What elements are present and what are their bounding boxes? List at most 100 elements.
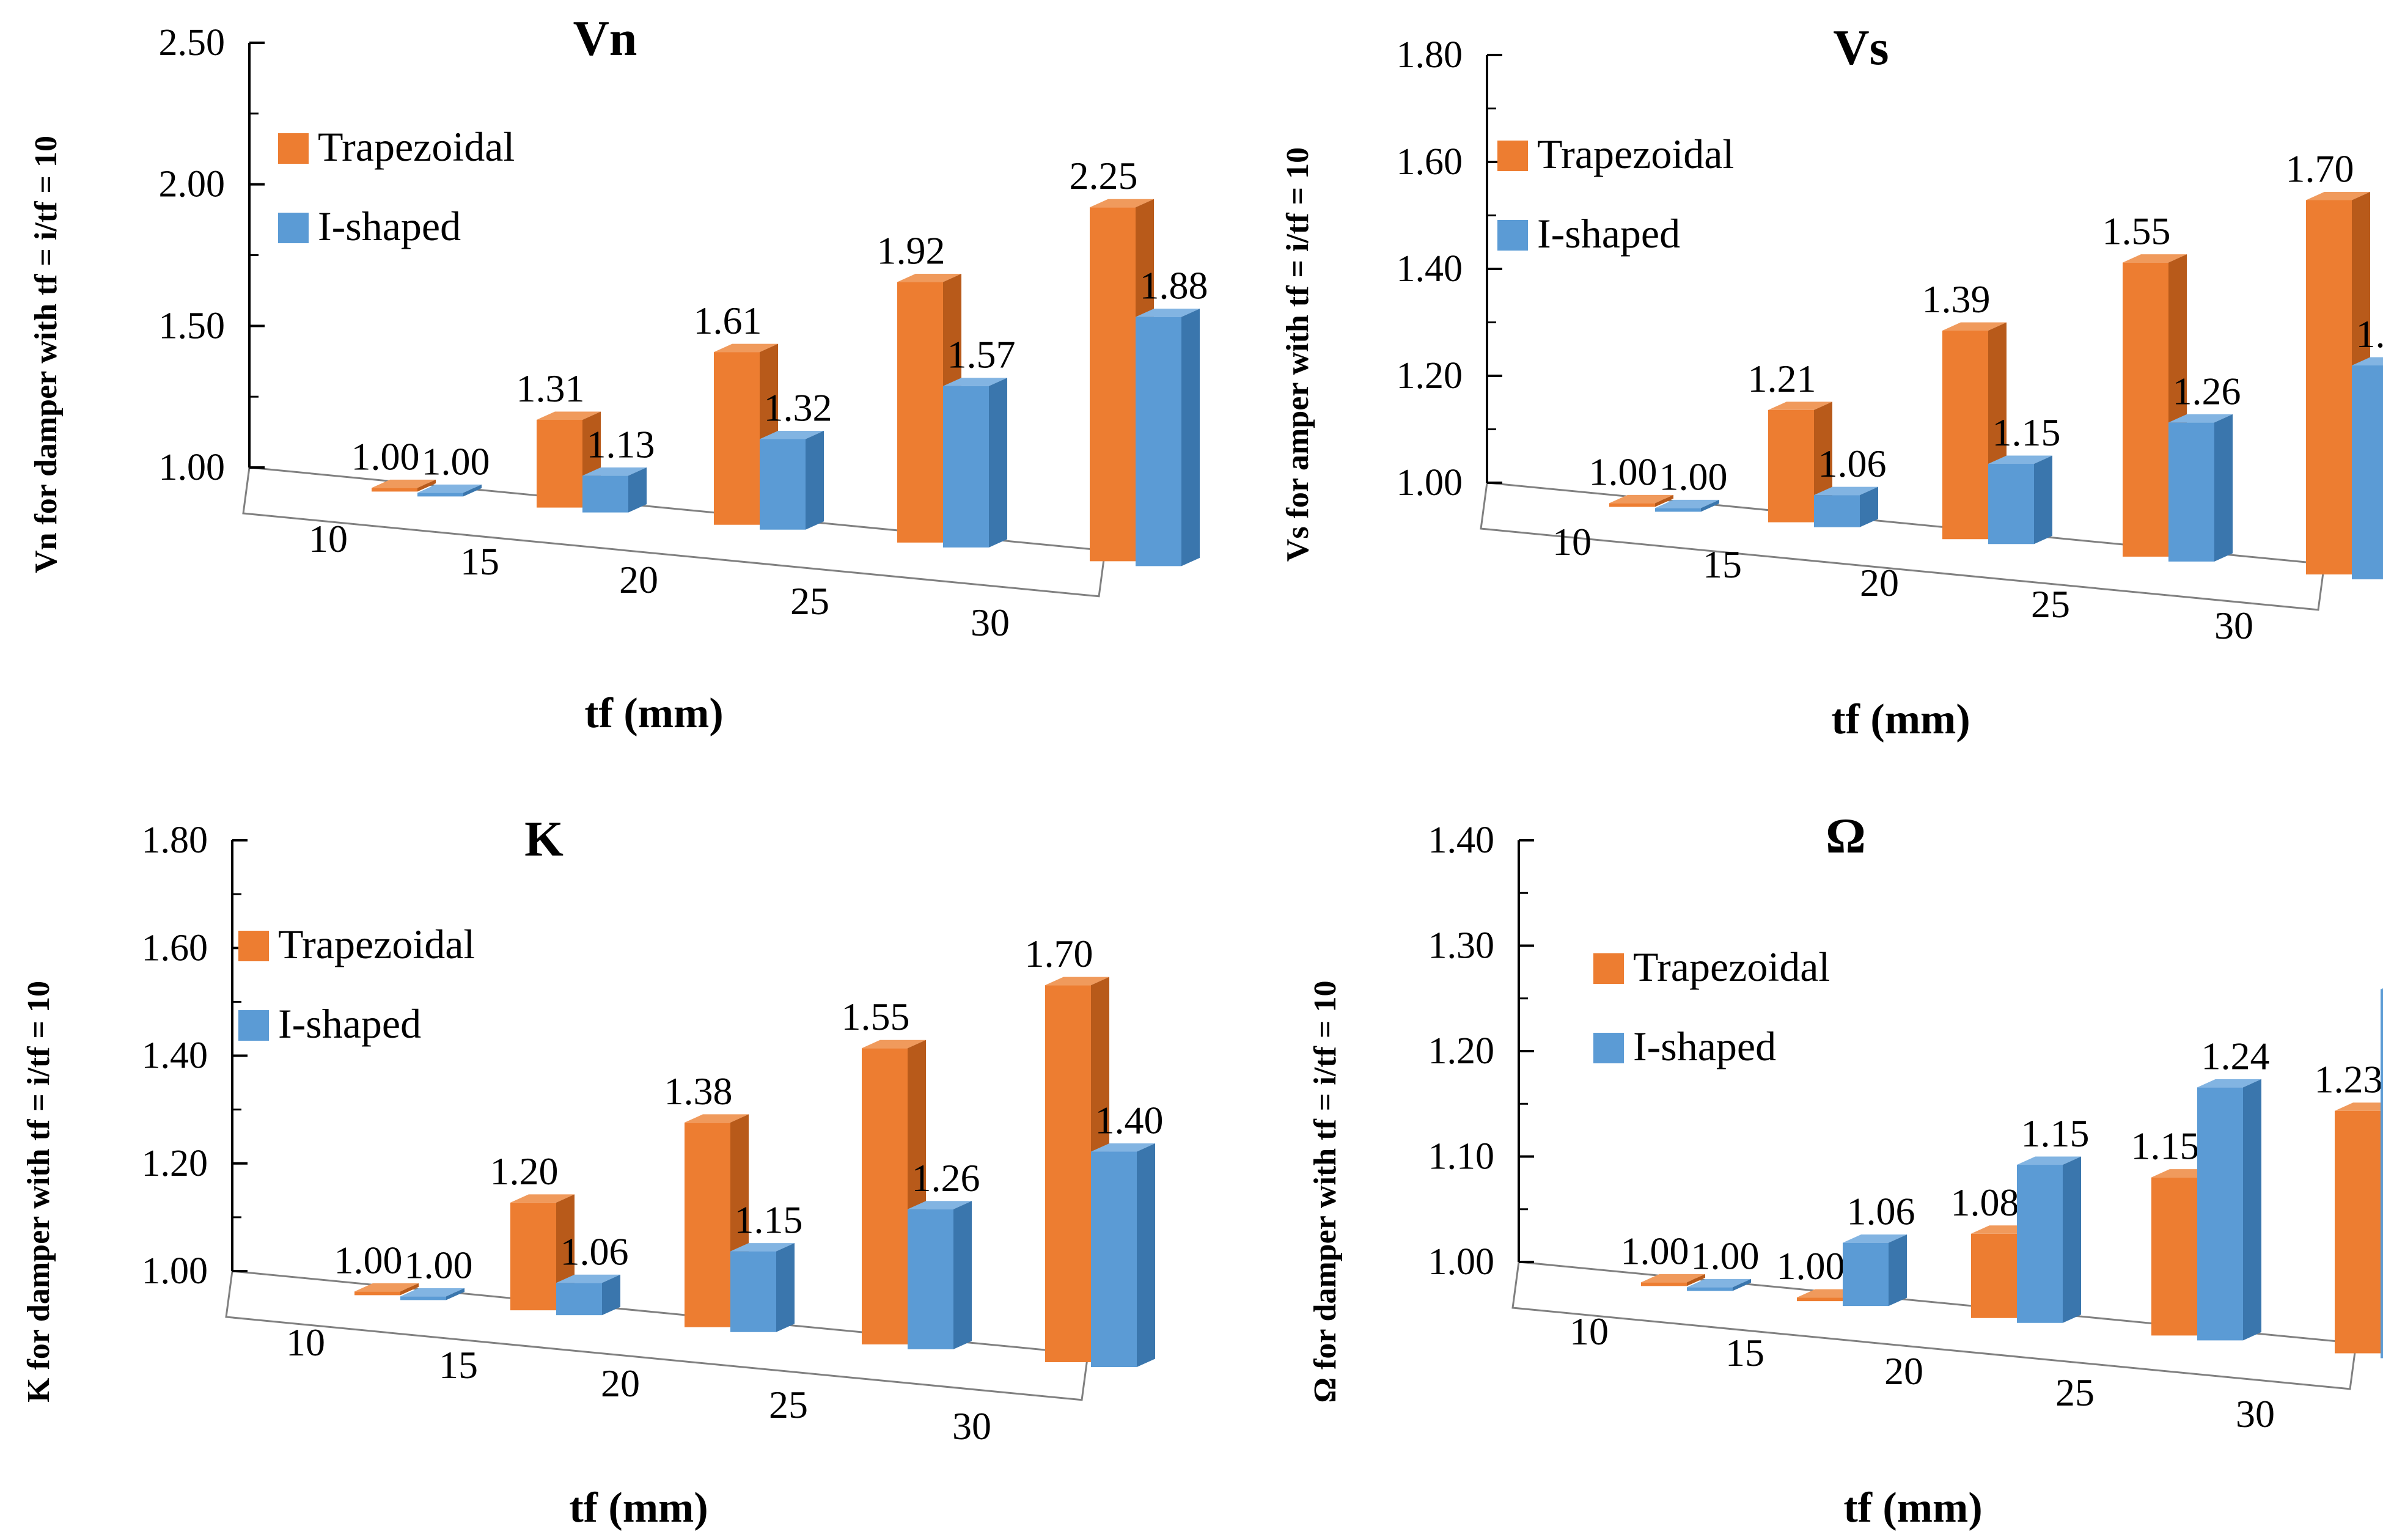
data-label: 1.57 — [947, 333, 1016, 376]
bar-i-shaped-30 — [1136, 317, 1181, 566]
bar-i-shaped-15 — [1843, 1242, 1889, 1307]
data-label: 1.88 — [1140, 264, 1208, 307]
data-label: 1.13 — [587, 422, 655, 466]
data-label: 1.39 — [1922, 277, 1991, 321]
bar-top-trapezoidal-15 — [1768, 402, 1832, 410]
data-label: 1.92 — [877, 229, 945, 273]
bar-top-i-shaped-10 — [417, 484, 482, 493]
data-label: 1.31 — [516, 367, 585, 410]
x-axis-label: tf (mm) — [569, 1484, 708, 1531]
bar-i-shaped-15 — [556, 1283, 602, 1316]
bar-top-trapezoidal-10 — [354, 1283, 419, 1292]
x-tick-label: 15 — [460, 540, 499, 583]
bar-top-trapezoidal-20 — [714, 343, 778, 353]
bar-i-shaped-10 — [417, 493, 463, 497]
bar-top-i-shaped-30 — [1091, 1143, 1155, 1152]
legend-label: I-shaped — [278, 1000, 421, 1047]
bar-top-i-shaped-20 — [760, 430, 824, 439]
bar-top-i-shaped-15 — [556, 1274, 620, 1283]
data-label: 1.70 — [1025, 932, 1093, 975]
x-tick-label: 25 — [2031, 582, 2070, 626]
legend-swatch-i-shaped — [278, 213, 309, 243]
bar-top-trapezoidal-10 — [1609, 494, 1673, 504]
bar-i-shaped-25 — [2168, 422, 2214, 562]
chart-title: K — [524, 811, 564, 867]
bar-i-shaped-25 — [908, 1209, 953, 1349]
bar-top-trapezoidal-25 — [862, 1040, 926, 1049]
y-tick-label: 1.80 — [142, 820, 208, 861]
y-axis-label: K for damper with tf = i/tf = 10 — [21, 981, 56, 1402]
x-tick-label: 20 — [601, 1362, 640, 1405]
data-label: 1.00 — [1777, 1244, 1845, 1288]
x-tick-label: 10 — [1552, 520, 1592, 563]
bar-top-trapezoidal-20 — [1942, 322, 2007, 331]
bar-trapezoidal-20 — [714, 352, 760, 525]
bar-side-i-shaped-25 — [989, 378, 1007, 548]
y-tick-label: 1.60 — [142, 927, 208, 969]
bar-top-i-shaped-20 — [730, 1243, 795, 1252]
bar-top-i-shaped-25 — [908, 1201, 972, 1209]
bar-top-trapezoidal-15 — [510, 1194, 575, 1203]
y-axis-label: Ω for damper with tf = i/tf = 10 — [1308, 980, 1343, 1402]
y-tick-label: 2.00 — [159, 164, 226, 205]
bar-top-trapezoidal-25 — [897, 274, 961, 282]
chart-title: Vn — [573, 10, 637, 66]
bar-i-shaped-25 — [943, 386, 989, 548]
data-label: 1.00 — [1589, 450, 1658, 493]
bar-i-shaped-30 — [2381, 989, 2383, 1358]
bar-top-i-shaped-20 — [1988, 455, 2052, 464]
bar-trapezoidal-30 — [1045, 985, 1091, 1363]
bar-top-trapezoidal-25 — [2123, 254, 2187, 263]
bar-i-shaped-30 — [2352, 365, 2383, 579]
data-label: 1.00 — [351, 435, 420, 478]
y-tick-label: 1.10 — [1428, 1136, 1495, 1178]
bar-top-i-shaped-25 — [2197, 1079, 2261, 1088]
bar-side-i-shaped-20 — [2034, 455, 2052, 544]
bar-side-i-shaped-10 — [463, 484, 482, 497]
bar-top-trapezoidal-15 — [537, 411, 601, 420]
legend-swatch-trapezoidal — [278, 133, 309, 164]
data-label: 1.15 — [1992, 411, 2061, 454]
bar-top-i-shaped-30 — [2381, 988, 2383, 989]
bar-trapezoidal-15 — [537, 419, 582, 508]
legend-label: I-shaped — [318, 203, 461, 249]
data-label: 1.38 — [664, 1069, 733, 1113]
bar-trapezoidal-25 — [2151, 1177, 2197, 1336]
bar-i-shaped-15 — [582, 475, 628, 513]
x-tick-label: 25 — [2055, 1371, 2095, 1414]
bar-side-trapezoidal-10 — [400, 1283, 419, 1296]
bar-i-shaped-25 — [2197, 1087, 2243, 1341]
data-label: 1.55 — [2102, 210, 2171, 253]
legend-label: I-shaped — [1633, 1023, 1776, 1069]
bar-side-i-shaped-10 — [1733, 1278, 1751, 1291]
bar-trapezoidal-30 — [2306, 200, 2352, 574]
data-label: 1.23 — [2315, 1058, 2383, 1101]
x-tick-label: 30 — [2236, 1392, 2275, 1436]
chart-title: Vs — [1833, 20, 1889, 75]
y-tick-label: 1.20 — [1397, 355, 1463, 397]
bar-top-i-shaped-10 — [1655, 499, 1719, 508]
data-label: 1.00 — [1621, 1229, 1689, 1272]
bar-top-trapezoidal-10 — [1641, 1274, 1705, 1283]
bar-top-trapezoidal-30 — [1045, 977, 1109, 986]
bar-trapezoidal-10 — [1641, 1282, 1687, 1286]
y-tick-label: 1.40 — [1397, 248, 1463, 290]
legend-swatch-trapezoidal — [1497, 141, 1528, 171]
x-tick-label: 20 — [1884, 1349, 1923, 1393]
x-tick-label: 20 — [619, 558, 658, 601]
x-tick-label: 25 — [790, 579, 829, 623]
bar-i-shaped-30 — [1091, 1151, 1137, 1368]
bar-side-i-shaped-25 — [2243, 1079, 2261, 1341]
data-label: 1.06 — [1847, 1190, 1915, 1233]
y-tick-label: 1.20 — [1428, 1030, 1495, 1072]
data-label: 1.26 — [912, 1156, 980, 1200]
bar-side-i-shaped-30 — [1137, 1143, 1155, 1368]
y-tick-label: 1.60 — [1397, 141, 1463, 183]
data-label: 1.21 — [1748, 357, 1816, 400]
bar-top-trapezoidal-30 — [1090, 199, 1154, 208]
data-label: 1.06 — [1818, 442, 1887, 485]
bar-trapezoidal-10 — [1609, 503, 1655, 507]
bar-top-i-shaped-15 — [1843, 1234, 1907, 1243]
data-label: 1.00 — [1659, 455, 1728, 498]
